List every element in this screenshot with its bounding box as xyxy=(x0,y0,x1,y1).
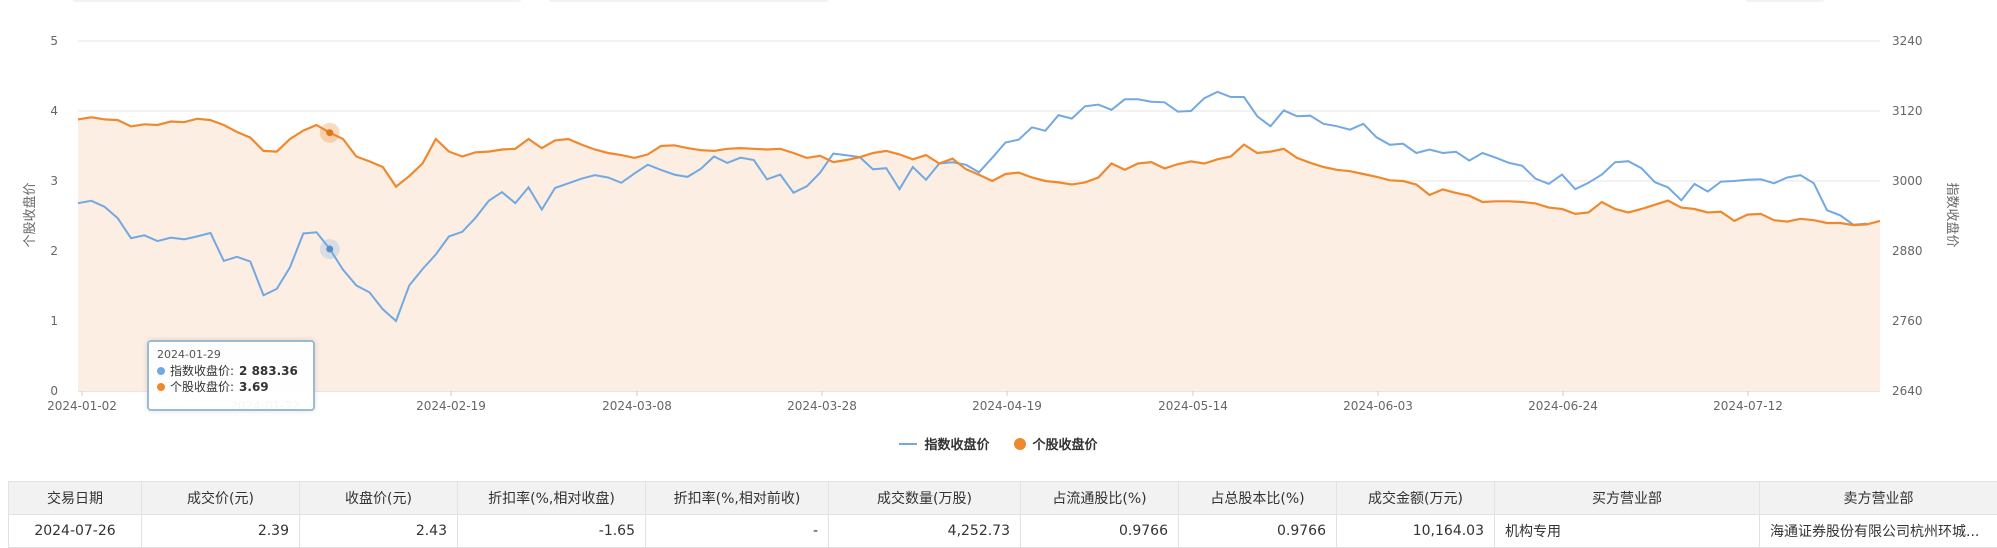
legend-item-index[interactable]: 指数收盘价 xyxy=(899,434,989,453)
header-trade-date[interactable]: 交易日期 xyxy=(9,482,142,515)
left-tick-label: 3 xyxy=(50,174,58,188)
x-tick-label: 2024-03-28 xyxy=(787,399,857,413)
right-tick-label: 2880 xyxy=(1892,244,1923,258)
x-tick-label: 2024-04-19 xyxy=(972,399,1042,413)
cell-deal-price: 2.39 xyxy=(142,515,300,548)
legend-line-icon xyxy=(899,443,917,445)
cell-buyer: 机构专用 xyxy=(1495,515,1760,548)
tooltip-index-label: 指数收盘价: xyxy=(170,363,234,379)
right-axis-ticks: 2640 2760 2880 3000 3120 3240 xyxy=(1892,34,1923,398)
right-tick-label: 2640 xyxy=(1892,384,1923,398)
right-tick-label: 3120 xyxy=(1892,104,1923,118)
x-tick-label: 2024-01-02 xyxy=(47,399,117,413)
cell-total-ratio: 0.9766 xyxy=(1179,515,1337,548)
header-amount[interactable]: 成交金额(万元) xyxy=(1337,482,1495,515)
left-tick-label: 5 xyxy=(50,34,58,48)
x-tick-label: 2024-06-03 xyxy=(1343,399,1413,413)
x-tick-label: 2024-06-24 xyxy=(1528,399,1598,413)
legend-dot-icon xyxy=(1014,438,1026,450)
x-tick-label: 2024-03-08 xyxy=(602,399,672,413)
header-close-price[interactable]: 收盘价(元) xyxy=(300,482,458,515)
x-tick-label: 2024-05-14 xyxy=(1158,399,1228,413)
right-axis-title: 指数收盘价 xyxy=(1944,182,1960,247)
left-tick-label: 1 xyxy=(50,314,58,328)
cell-amount: 10,164.03 xyxy=(1337,515,1495,548)
legend-index-label: 指数收盘价 xyxy=(924,434,989,453)
hover-tooltip: 2024-01-29 指数收盘价: 2 883.36 个股收盘价: 3.69 xyxy=(147,340,315,411)
right-tick-label: 2760 xyxy=(1892,314,1923,328)
left-axis-ticks: 0 1 2 3 4 5 xyxy=(50,34,58,398)
block-trade-table: 交易日期 成交价(元) 收盘价(元) 折扣率(%,相对收盘) 折扣率(%,相对前… xyxy=(8,481,1997,548)
tooltip-stock-row: 个股收盘价: 3.69 xyxy=(157,379,305,395)
stock-hover-point xyxy=(326,129,333,136)
legend-item-stock[interactable]: 个股收盘价 xyxy=(1014,434,1098,453)
table-header-row: 交易日期 成交价(元) 收盘价(元) 折扣率(%,相对收盘) 折扣率(%,相对前… xyxy=(9,482,1997,515)
left-tick-label: 4 xyxy=(50,104,58,118)
stock-area-fill xyxy=(78,117,1880,391)
tooltip-index-dot xyxy=(157,367,165,375)
cell-volume: 4,252.73 xyxy=(829,515,1021,548)
legend-stock-label: 个股收盘价 xyxy=(1033,434,1098,453)
cell-trade-date: 2024-07-26 xyxy=(9,515,142,548)
header-seller[interactable]: 卖方营业部 xyxy=(1760,482,1997,515)
cell-float-ratio: 0.9766 xyxy=(1021,515,1179,548)
header-float-ratio[interactable]: 占流通股比(%) xyxy=(1021,482,1179,515)
cell-discount-prev: - xyxy=(646,515,829,548)
tooltip-stock-label: 个股收盘价: xyxy=(170,379,234,395)
tooltip-stock-dot xyxy=(157,383,165,391)
index-hover-point xyxy=(326,246,333,253)
header-volume[interactable]: 成交数量(万股) xyxy=(829,482,1021,515)
right-tick-label: 3000 xyxy=(1892,174,1923,188)
tooltip-date: 2024-01-29 xyxy=(157,348,305,361)
header-discount-prev[interactable]: 折扣率(%,相对前收) xyxy=(646,482,829,515)
tooltip-index-row: 指数收盘价: 2 883.36 xyxy=(157,363,305,379)
header-discount-close[interactable]: 折扣率(%,相对收盘) xyxy=(458,482,646,515)
header-total-ratio[interactable]: 占总股本比(%) xyxy=(1179,482,1337,515)
x-tick-label: 2024-02-19 xyxy=(416,399,486,413)
table-row[interactable]: 2024-07-26 2.39 2.43 -1.65 - 4,252.73 0.… xyxy=(9,515,1997,548)
tooltip-index-value: 2 883.36 xyxy=(239,363,298,379)
cell-seller[interactable]: 海通证券股份有限公司杭州环城... xyxy=(1760,515,1997,548)
left-tick-label: 2 xyxy=(50,244,58,258)
header-buyer[interactable]: 买方营业部 xyxy=(1495,482,1760,515)
cell-close-price: 2.43 xyxy=(300,515,458,548)
cell-discount-close: -1.65 xyxy=(458,515,646,548)
header-deal-price[interactable]: 成交价(元) xyxy=(142,482,300,515)
chart-legend: 指数收盘价 个股收盘价 xyxy=(0,434,1997,453)
tooltip-stock-value: 3.69 xyxy=(239,379,269,395)
right-tick-label: 3240 xyxy=(1892,34,1923,48)
left-axis-title: 个股收盘价 xyxy=(22,182,38,247)
x-tick-label: 2024-07-12 xyxy=(1713,399,1783,413)
left-tick-label: 0 xyxy=(50,384,58,398)
